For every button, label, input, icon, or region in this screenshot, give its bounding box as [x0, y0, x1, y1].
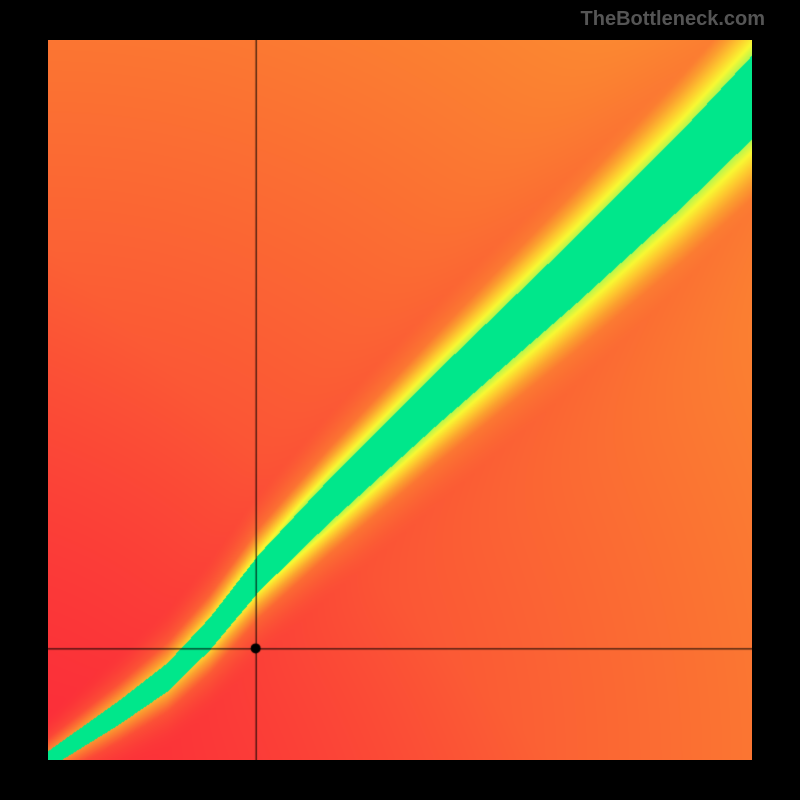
heatmap-plot — [48, 40, 752, 760]
heatmap-canvas — [48, 40, 752, 760]
watermark-text: TheBottleneck.com — [581, 8, 765, 31]
chart-container: TheBottleneck.com — [0, 0, 800, 800]
